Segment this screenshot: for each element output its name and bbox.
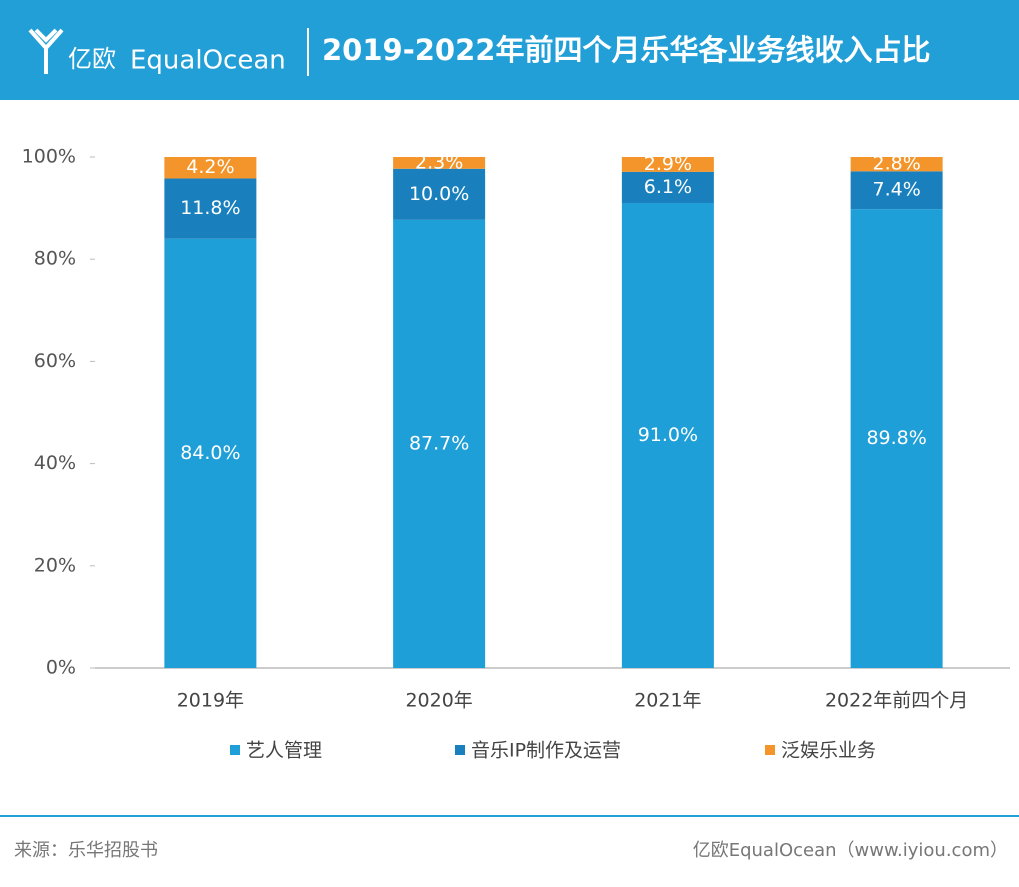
bar-segment (621, 157, 714, 172)
legend-swatch (230, 745, 240, 755)
data-label: 87.7% (409, 432, 469, 454)
data-label: 4.2% (186, 156, 234, 178)
data-label: 6.1% (644, 176, 692, 198)
bar-segment (621, 171, 714, 203)
data-label: 2.8% (872, 153, 920, 175)
y-tick-label: 100% (22, 146, 76, 168)
x-tick-label: 2019年 (177, 690, 244, 712)
bar-segment (850, 171, 943, 210)
credit: 亿欧EqualOcean（www.iyiou.com） (693, 840, 1008, 861)
bar-segment (164, 157, 257, 179)
bar-segment (393, 219, 486, 668)
y-tick-label: 80% (34, 248, 76, 270)
data-label: 2.3% (415, 151, 463, 173)
header-banner (0, 0, 1019, 100)
x-tick-label: 2020年 (405, 690, 472, 712)
logo-en: EqualOcean (130, 46, 286, 76)
data-label: 11.8% (180, 197, 240, 219)
data-label: 2.9% (644, 153, 692, 175)
bar-segment (164, 238, 257, 668)
legend-swatch (765, 745, 775, 755)
data-label: 84.0% (180, 442, 240, 464)
bar-segment (393, 157, 486, 169)
x-tick-label: 2022年前四个月 (825, 690, 968, 712)
legend-label: 艺人管理 (246, 740, 322, 762)
bar-segment (850, 157, 943, 172)
data-label: 89.8% (866, 427, 926, 449)
bar-segment (621, 202, 714, 669)
bar-segment (850, 209, 943, 668)
chart-title: 2019-2022年前四个月乐华各业务线收入占比 (322, 33, 930, 67)
data-label: 10.0% (409, 183, 469, 205)
data-label: 7.4% (872, 179, 920, 201)
x-tick-label: 2021年 (634, 690, 701, 712)
source: 来源：乐华招股书 (14, 840, 158, 861)
legend-swatch (455, 745, 465, 755)
logo-cn: 亿欧 (68, 45, 116, 73)
bar-segment (164, 178, 257, 239)
legend-label: 音乐IP制作及运营 (471, 740, 621, 762)
y-tick-label: 60% (34, 350, 76, 372)
data-label: 91.0% (638, 424, 698, 446)
y-tick-label: 40% (34, 452, 76, 474)
y-tick-label: 0% (46, 657, 76, 679)
legend-label: 泛娱乐业务 (781, 740, 876, 762)
logo-icon (28, 28, 64, 74)
y-tick-label: 20% (34, 554, 76, 576)
bar-segment (393, 168, 486, 220)
